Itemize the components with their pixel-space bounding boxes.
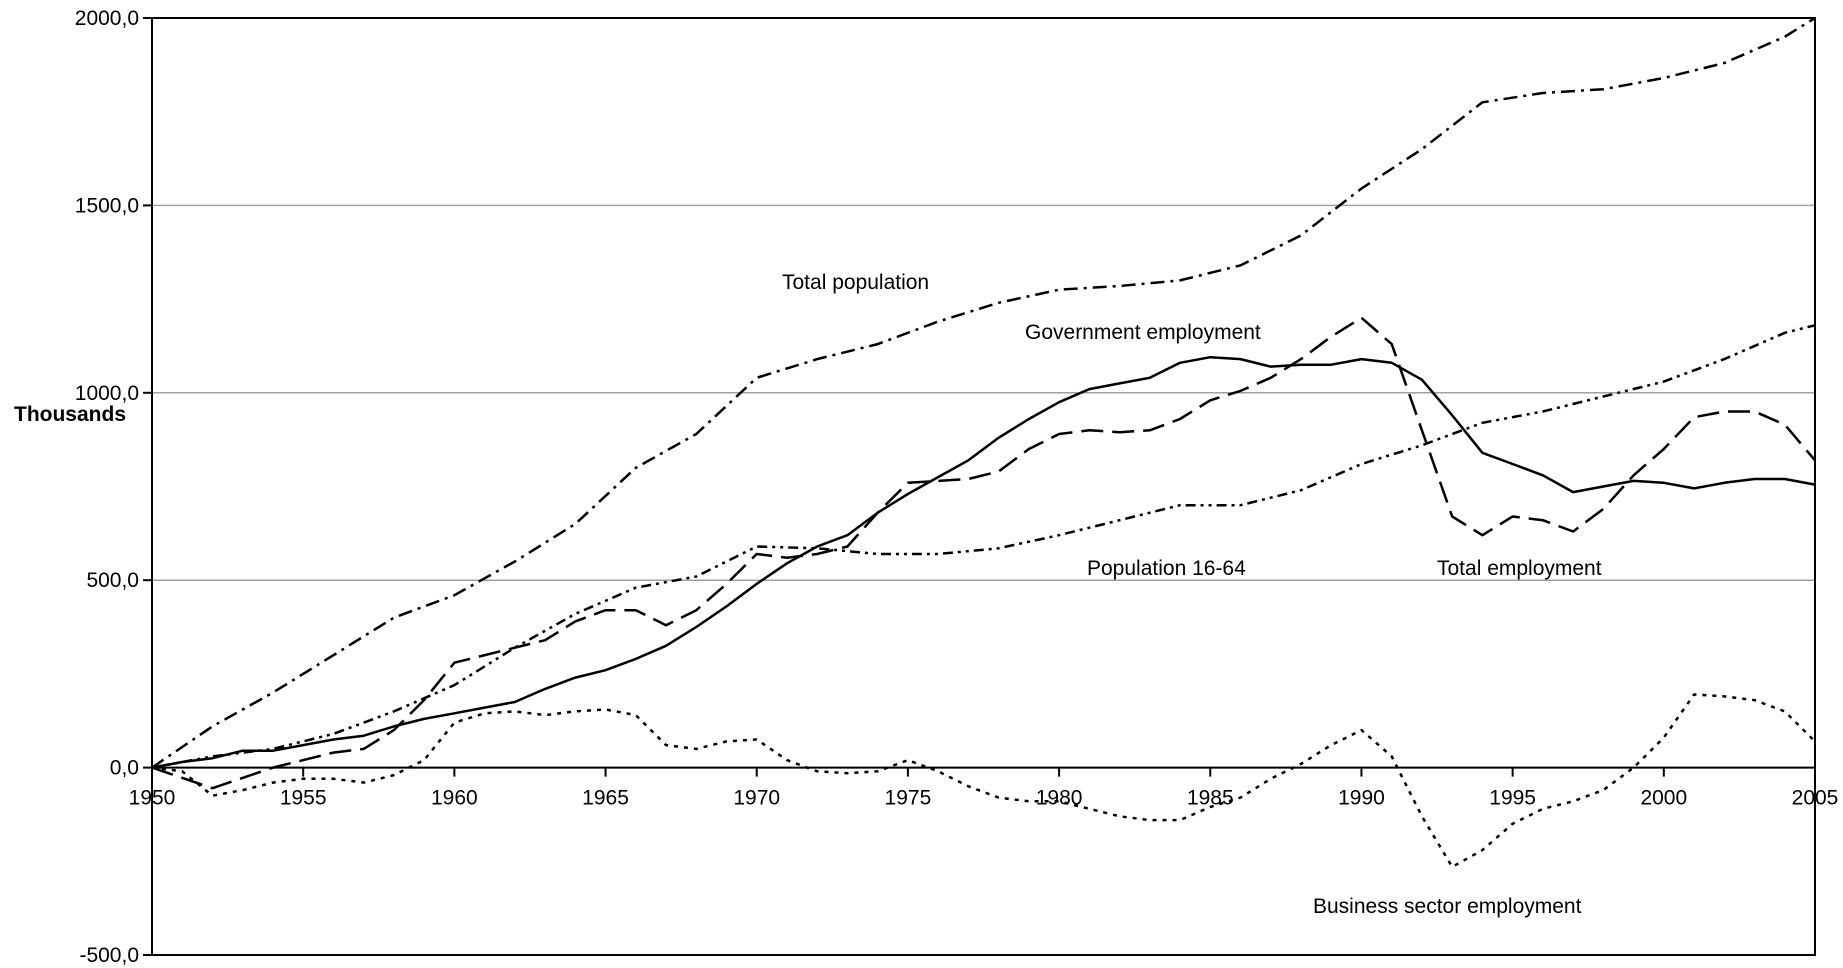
x-tick-label: 1990 (1338, 787, 1385, 810)
y-tick-label: -500,0 (79, 944, 139, 967)
series-lines (151, 16, 1816, 869)
x-tick-label: 1975 (885, 787, 932, 810)
series-annotation: Business sector employment (1313, 895, 1582, 918)
x-tick-label: 2000 (1640, 787, 1687, 810)
x-tick-label: 1970 (733, 787, 780, 810)
series-line-0 (151, 16, 1816, 769)
y-tick-label: 2000,0 (75, 7, 139, 30)
x-tick-label: 1985 (1187, 787, 1234, 810)
x-tick-label: 1965 (582, 787, 629, 810)
x-tick-label: 1980 (1036, 787, 1083, 810)
series-annotation: Population 16-64 (1087, 557, 1246, 580)
series-line-1 (151, 316, 1816, 790)
y-tick-label: 1000,0 (75, 382, 139, 405)
x-tick-label: 1955 (280, 787, 327, 810)
y-tick-label: 500,0 (86, 569, 139, 592)
x-tick-label: 2005 (1792, 787, 1839, 810)
series-annotation: Total population (782, 271, 929, 294)
plot-area-border (151, 17, 1816, 956)
y-axis-label: Thousands (14, 403, 126, 426)
series-annotation: Total employment (1437, 557, 1602, 580)
series-annotation: Government employment (1025, 321, 1261, 344)
x-tick-label: 1950 (129, 787, 176, 810)
x-tick-label: 1995 (1489, 787, 1536, 810)
series-line-4 (151, 693, 1816, 869)
y-axis: -500,0 0,0 500,0 1000,0 1500,0 2000,0 (75, 7, 152, 967)
y-tick-label: 1500,0 (75, 194, 139, 217)
x-tick-label: 1960 (431, 787, 478, 810)
series-line-3 (151, 355, 1816, 769)
series-annotations: Total population Government employment Pop… (782, 271, 1602, 918)
series-line-2 (151, 324, 1816, 769)
y-tick-label: 0,0 (110, 757, 139, 780)
x-axis: 1950 1955 1960 1965 1970 1975 1980 1985 1990 1995… (129, 766, 1839, 810)
